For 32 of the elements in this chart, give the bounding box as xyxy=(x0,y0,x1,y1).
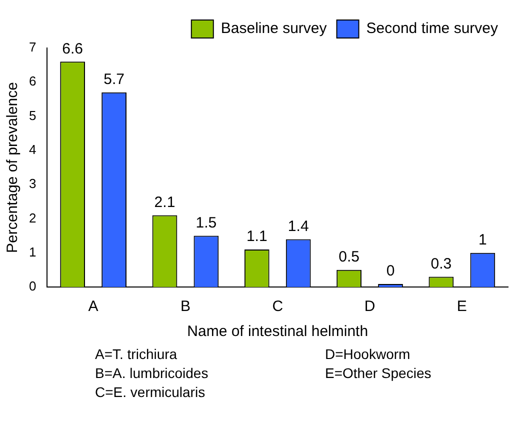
data-label: 6.6 xyxy=(62,40,83,58)
legend-label: Second time survey xyxy=(366,20,498,38)
x-tick-label: A xyxy=(88,298,98,316)
data-label: 0.5 xyxy=(338,248,360,266)
x-tick-label: E xyxy=(456,298,467,316)
data-label: 1.4 xyxy=(288,218,309,235)
x-tick-label: C xyxy=(272,298,284,316)
text: E=Other Species xyxy=(325,364,432,383)
text: D=Hookworm xyxy=(325,345,412,364)
y-tick-label: 2 xyxy=(28,210,36,226)
legend-label: Baseline survey xyxy=(220,20,328,38)
y-tick-label: 4 xyxy=(28,142,36,158)
y-tick-label: 1 xyxy=(28,244,36,260)
x-tick-label: D xyxy=(364,298,376,316)
y-tick-label: 5 xyxy=(28,108,36,123)
text: B=A. lumbricoides xyxy=(95,364,210,383)
data-label: 1.1 xyxy=(246,228,268,246)
data-label: 2.1 xyxy=(154,194,176,211)
data-label: 1 xyxy=(478,232,487,248)
text: C=E. vermicularis xyxy=(95,383,206,402)
y-tick-label: 7 xyxy=(28,40,36,55)
y-tick-label: 6 xyxy=(28,74,36,89)
data-label: 0.3 xyxy=(430,255,452,272)
data-label: 0 xyxy=(386,262,395,280)
y-tick-label: 0 xyxy=(28,278,36,294)
data-label: 5.7 xyxy=(104,71,124,88)
x-axis-title: Name of intestinal helminth xyxy=(187,323,368,340)
text: A=T. trichiura xyxy=(95,345,178,364)
y-tick-label: 3 xyxy=(28,176,36,192)
x-tick-label: B xyxy=(180,298,190,316)
y-axis-title: Percentage of prevalence xyxy=(4,82,22,253)
data-label: 1.5 xyxy=(196,214,217,232)
